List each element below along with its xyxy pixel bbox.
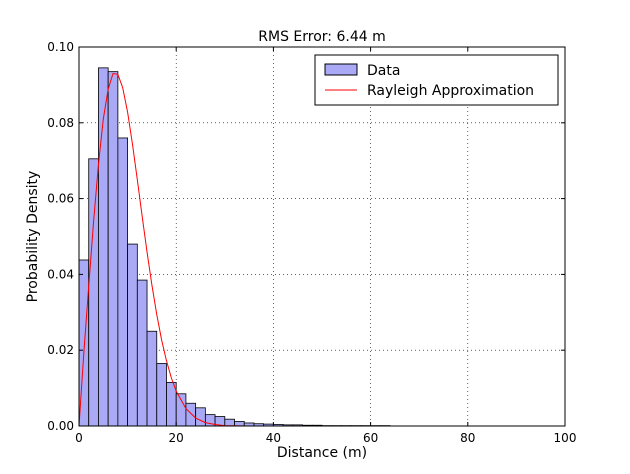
y-tick-label: 0.08 [47, 116, 74, 130]
axis-ticks [78, 46, 566, 427]
histogram-bar [195, 407, 206, 427]
histogram-bar [166, 382, 177, 427]
tick-labels: 0 20 40 60 80 100 0.00 0.02 0.04 0.06 0.08 0.10 [47, 40, 576, 445]
histogram-bar [127, 243, 138, 427]
y-axis-label: Probability Density [25, 171, 41, 303]
y-tick-label: 0.02 [47, 343, 74, 357]
y-tick-label: 0.04 [47, 267, 74, 281]
histogram-bar [88, 158, 99, 427]
histogram-bar [185, 402, 197, 427]
plot-area [79, 47, 565, 426]
y-tick-label: 0.00 [47, 419, 74, 433]
grid [79, 47, 565, 426]
legend-label-data: Data [367, 63, 400, 79]
x-tick-label: 80 [460, 431, 475, 445]
histogram-bar [107, 71, 119, 427]
x-tick-label: 100 [554, 431, 577, 445]
x-tick-label: 40 [266, 431, 281, 445]
histogram-bar [156, 363, 167, 427]
histogram-bar [136, 279, 148, 427]
histogram-bar [117, 137, 128, 427]
x-tick-label: 60 [363, 431, 378, 445]
x-tick-label: 0 [75, 431, 83, 445]
histogram-bar [224, 418, 235, 427]
legend: Data Rayleigh Approximation [314, 54, 559, 106]
x-tick-label: 20 [169, 431, 184, 445]
histogram-bar [175, 393, 187, 427]
y-tick-label: 0.06 [47, 192, 74, 206]
plot-frame [78, 46, 566, 427]
chart-title: RMS Error: 6.44 m [258, 29, 385, 45]
legend-box [314, 54, 559, 106]
legend-swatch-data [324, 63, 358, 76]
legend-label-rayleigh: Rayleigh Approximation [367, 83, 534, 99]
x-axis-label: Distance (m) [277, 445, 367, 461]
y-tick-label: 0.10 [47, 40, 74, 54]
histogram-bar [146, 330, 158, 427]
